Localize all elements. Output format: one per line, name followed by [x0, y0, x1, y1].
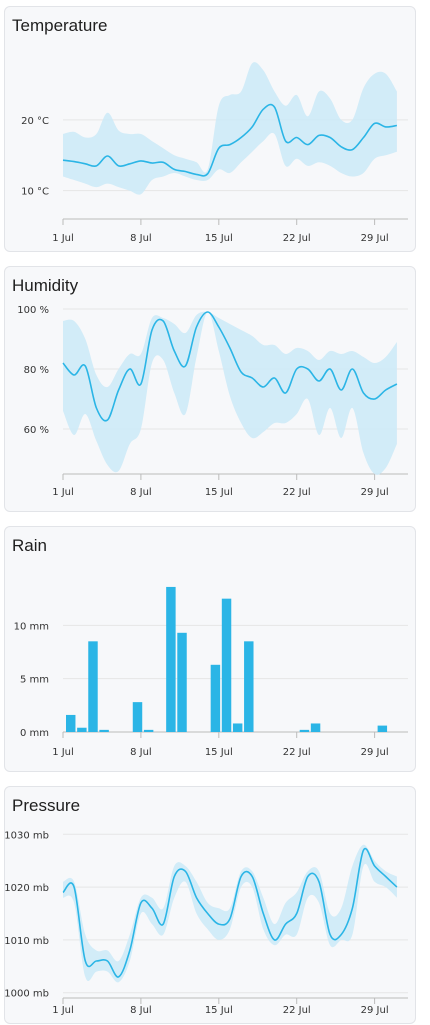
mean-line	[62, 311, 398, 422]
y-tick-label: 10 °C	[21, 187, 49, 198]
y-tick-label: 80 %	[24, 365, 49, 376]
rain-bar	[99, 729, 109, 732]
y-tick-label: 1010 mb	[4, 936, 49, 947]
x-tick-label: 1 Jul	[52, 1005, 74, 1016]
y-tick-label: 20 °C	[21, 116, 49, 127]
rain-bar	[210, 664, 221, 732]
x-tick-label: 8 Jul	[130, 747, 152, 758]
rain-title: Rain	[12, 536, 47, 555]
x-tick-label: 29 Jul	[361, 487, 389, 498]
y-tick-label: 0 mm	[20, 728, 49, 739]
pressure-title: Pressure	[12, 796, 81, 815]
y-tick-label: 1020 mb	[4, 883, 49, 894]
x-tick-label: 29 Jul	[361, 233, 389, 244]
x-tick-label: 22 Jul	[283, 1005, 311, 1016]
x-tick-label: 8 Jul	[130, 1005, 152, 1016]
x-tick-label: 15 Jul	[205, 233, 233, 244]
pressure-chart: 1000 mb 1010 mb 1020 mb 1030 mb 1 Jul 8 Jul 15…	[4, 830, 408, 1016]
range-band	[63, 844, 397, 983]
mean-line	[62, 847, 398, 978]
x-tick-label: 29 Jul	[361, 747, 389, 758]
rain-bar	[66, 714, 76, 732]
temperature-card: Temperature 10 °C 20 °C 1 Jul 8 Jul 15 Jul 22…	[4, 6, 416, 252]
x-tick-label: 1 Jul	[52, 747, 74, 758]
rain-chart: 0 mm 5 mm 10 mm 1 Jul 8 Jul 15 Jul 22 Jul 29 Ju…	[14, 586, 408, 758]
y-tick-label: 1030 mb	[4, 830, 49, 841]
rain-bar	[221, 598, 232, 732]
temperature-chart: 10 °C 20 °C 1 Jul 8 Jul 15 Jul 22 Jul 29 Jul	[21, 62, 408, 244]
humidity-chart: 60 % 80 % 100 % 1 Jul 8 Jul 15 Jul 22 Jul 29 Ju…	[17, 305, 408, 498]
x-tick-label: 1 Jul	[52, 487, 74, 498]
humidity-title: Humidity	[12, 276, 79, 295]
rain-bar	[166, 586, 176, 732]
x-tick-label: 22 Jul	[283, 747, 311, 758]
rain-bar	[177, 632, 187, 732]
rain-bar	[143, 729, 154, 732]
x-tick-label: 15 Jul	[205, 1005, 233, 1016]
rain-bar	[88, 641, 98, 732]
x-tick-label: 1 Jul	[52, 233, 74, 244]
range-band	[63, 62, 397, 195]
y-tick-label: 1000 mb	[4, 989, 49, 1000]
x-tick-label: 22 Jul	[283, 233, 311, 244]
x-tick-label: 8 Jul	[130, 487, 152, 498]
y-tick-label: 10 mm	[14, 621, 49, 632]
rain-bar	[377, 725, 388, 732]
y-tick-label: 100 %	[17, 305, 49, 316]
temperature-title: Temperature	[12, 16, 108, 35]
x-tick-label: 22 Jul	[283, 487, 311, 498]
rain-bar	[244, 641, 254, 732]
x-tick-label: 15 Jul	[205, 747, 233, 758]
rain-card: Rain 0 mm 5 mm 10 mm 1 Jul 8 Jul 15 Jul 22 Jul…	[4, 526, 416, 772]
rain-bar	[232, 723, 243, 732]
rain-bar	[132, 702, 143, 732]
humidity-card: Humidity 60 % 80 % 100 % 1 Jul 8 Jul 15 Jul 22…	[4, 266, 416, 512]
range-band	[63, 311, 397, 475]
x-tick-label: 29 Jul	[361, 1005, 389, 1016]
rain-bar	[77, 727, 87, 732]
pressure-card: Pressure 1000 mb 1010 mb 1020 mb 1030 mb 1 J…	[4, 786, 416, 1024]
mean-line	[62, 103, 398, 177]
x-tick-label: 15 Jul	[205, 487, 233, 498]
rain-bar	[310, 723, 321, 732]
rain-bar	[299, 729, 310, 732]
y-tick-label: 60 %	[24, 425, 49, 436]
y-tick-label: 5 mm	[20, 675, 49, 686]
x-tick-label: 8 Jul	[130, 233, 152, 244]
